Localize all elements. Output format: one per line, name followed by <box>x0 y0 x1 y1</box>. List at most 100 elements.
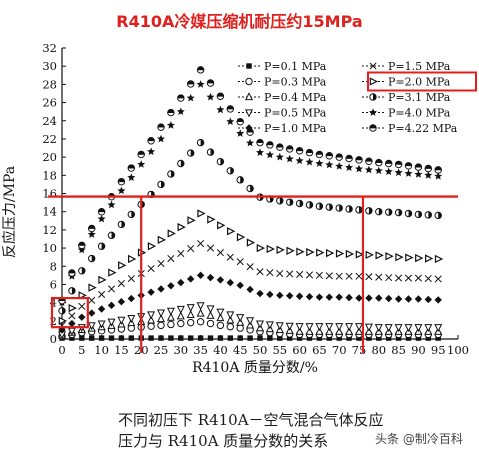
marker-diamond <box>216 276 225 284</box>
x-tick-label: 35 <box>193 343 208 357</box>
marker-cross <box>107 285 116 293</box>
x-axis-label: R410A 质量分数/% <box>192 360 318 376</box>
data-point <box>276 143 284 151</box>
legend-label: P=1.0 MPa <box>264 122 327 135</box>
marker-circle-half-fill <box>279 197 283 204</box>
data-point <box>216 105 225 114</box>
data-point <box>187 244 195 253</box>
marker-triangle-right <box>335 249 345 258</box>
data-point <box>364 165 373 174</box>
data-point <box>167 108 175 117</box>
data-point <box>236 314 245 323</box>
data-point <box>147 137 155 145</box>
marker-square <box>267 335 273 341</box>
marker-diamond <box>434 296 442 304</box>
marker-triangle-down <box>206 305 215 314</box>
data-point <box>385 208 393 216</box>
data-point <box>58 316 68 325</box>
data-point <box>335 272 343 280</box>
data-point <box>117 220 126 229</box>
marker-cross <box>236 258 244 266</box>
marker-cross <box>286 270 294 278</box>
marker-circle-half-fill <box>230 167 234 174</box>
data-point <box>147 311 156 320</box>
marker-triangle-right <box>118 261 127 270</box>
marker-star <box>236 129 245 137</box>
marker-star <box>434 172 443 180</box>
marker-circle-half-fill <box>289 198 293 206</box>
marker-triangle-down <box>325 323 334 332</box>
marker-cross <box>167 254 175 263</box>
marker-circle-half-fill <box>180 160 184 167</box>
data-point <box>335 323 344 332</box>
marker-circle-half-light <box>424 168 432 173</box>
marker-star <box>384 167 393 176</box>
data-point <box>226 117 235 126</box>
marker-circle-half-fill <box>62 307 66 315</box>
marker-triangle-down <box>275 322 284 331</box>
data-point <box>186 304 195 313</box>
marker-circle-half-light <box>58 300 66 305</box>
marker-circle-half-light <box>97 211 106 216</box>
annotation-group <box>48 71 477 353</box>
data-point <box>286 145 294 153</box>
legend-marker <box>369 62 377 70</box>
data-point <box>275 322 284 331</box>
data-point <box>434 211 442 220</box>
marker-circle-half-fill <box>438 212 442 219</box>
data-point <box>295 323 304 332</box>
marker-circle-half-fill <box>418 211 422 218</box>
marker-star <box>147 147 156 156</box>
data-point <box>89 335 95 341</box>
marker-diamond <box>325 293 333 301</box>
marker-star <box>117 186 126 195</box>
marker-circle-half-light <box>88 228 96 233</box>
marker-triangle-right <box>276 245 285 255</box>
data-point <box>87 230 96 238</box>
marker-star <box>176 107 185 116</box>
marker-triangle-down <box>434 324 443 333</box>
marker-triangle-right <box>128 254 137 264</box>
marker-circle-half-light <box>414 166 423 171</box>
marker-circle-half-fill <box>81 267 86 274</box>
marker-diamond <box>295 292 304 300</box>
marker-circle-half-fill <box>190 149 194 157</box>
data-point <box>77 245 86 254</box>
marker-circle-half-light <box>404 165 413 170</box>
marker-circle-half-fill <box>378 208 382 215</box>
marker-circle-half-light <box>147 140 155 145</box>
x-tick-label: 5 <box>78 343 85 357</box>
data-point <box>167 229 176 238</box>
marker-cross <box>226 253 234 261</box>
marker-triangle-down <box>186 304 195 313</box>
marker-diamond <box>286 292 294 300</box>
y-tick-label: 16 <box>42 187 57 201</box>
data-point <box>296 270 304 278</box>
data-point <box>256 289 264 298</box>
data-point <box>88 254 96 263</box>
marker-triangle-right <box>227 227 236 236</box>
data-point <box>227 227 236 236</box>
marker-square <box>178 335 184 341</box>
marker-triangle-right <box>207 215 216 224</box>
data-point <box>226 105 235 113</box>
data-point <box>424 171 433 179</box>
marker-circle-half-fill <box>161 181 165 188</box>
marker-circle-half-light <box>196 69 205 74</box>
marker-circle-half-light <box>325 155 333 160</box>
marker-circle-half-fill <box>299 200 303 207</box>
marker-circle-half-fill <box>408 210 412 217</box>
marker-triangle-down <box>255 320 265 329</box>
marker-star <box>374 166 383 175</box>
data-point <box>246 138 255 147</box>
marker-star <box>335 162 344 170</box>
data-point <box>117 316 126 325</box>
marker-diamond <box>355 294 363 302</box>
marker-star <box>186 93 195 102</box>
marker-diamond <box>414 295 423 303</box>
marker-star <box>364 165 373 174</box>
data-point <box>277 335 283 341</box>
marker-circle-half-light <box>315 153 324 158</box>
legend-marker <box>244 109 254 118</box>
marker-square <box>188 335 194 341</box>
